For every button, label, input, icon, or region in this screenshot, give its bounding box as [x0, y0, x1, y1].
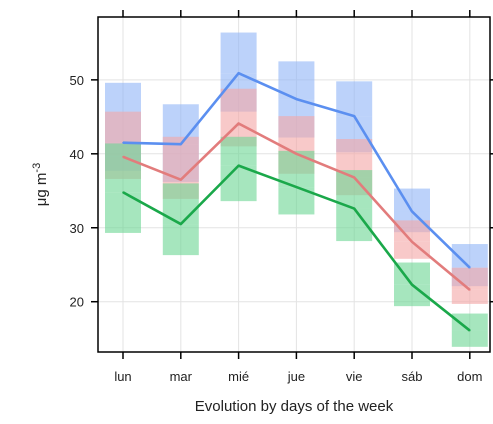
- plot-frame: [97, 16, 491, 353]
- data-point: [469, 266, 471, 269]
- x-axis-title: Evolution by days of the week: [195, 398, 394, 415]
- y-axis-title: μg m-3: [31, 163, 50, 206]
- y-tick-label: 20: [70, 295, 84, 310]
- y-tick-label: 40: [70, 147, 84, 162]
- band-upper: [105, 143, 141, 193]
- band-lower: [394, 284, 430, 307]
- data-point: [469, 329, 471, 332]
- band-upper: [336, 81, 373, 117]
- x-tick-labels: lun mar mié jue vie sáb dom: [114, 369, 482, 384]
- band-lower: [394, 241, 430, 259]
- band-upper: [451, 313, 488, 331]
- x-tick-label: sáb: [402, 369, 423, 384]
- data-point: [237, 122, 240, 125]
- band-upper: [220, 32, 257, 74]
- data-point: [411, 283, 413, 286]
- data-point: [411, 241, 413, 243]
- x-tick-label: mar: [170, 369, 193, 384]
- band-upper: [278, 150, 315, 188]
- data-point: [353, 176, 356, 179]
- data-point: [295, 186, 298, 188]
- confidence-bands: [105, 32, 488, 347]
- data-point: [295, 98, 298, 100]
- band-upper: [220, 136, 257, 166]
- data-point: [353, 207, 356, 210]
- y-tick-labels: 20 30 40 50: [70, 73, 84, 310]
- data-point: [353, 115, 356, 117]
- series-lines: [122, 71, 471, 332]
- data-point: [411, 210, 413, 213]
- y-tick-label: 30: [70, 221, 84, 236]
- x-tick-label: lun: [114, 369, 131, 384]
- band-upper: [451, 244, 488, 268]
- data-point: [295, 153, 298, 155]
- data-point: [122, 141, 124, 144]
- band-lower: [451, 330, 488, 347]
- data-point: [122, 191, 124, 194]
- y-tick-label: 50: [70, 73, 84, 88]
- data-point: [237, 72, 240, 75]
- x-tick-label: mié: [228, 369, 249, 384]
- x-tick-label: dom: [457, 369, 482, 384]
- x-tick-label: vie: [346, 369, 363, 384]
- y-axis-title-superscript: -3: [31, 163, 43, 173]
- band-upper: [394, 262, 430, 285]
- data-point: [180, 143, 182, 145]
- x-tick-label: jue: [287, 369, 305, 384]
- data-point: [469, 289, 471, 291]
- data-point: [237, 164, 240, 167]
- band-lower: [162, 224, 199, 256]
- band-lower: [451, 289, 488, 304]
- band-lower: [220, 165, 257, 202]
- band-upper: [394, 220, 430, 242]
- y-axis-title-base: μg m: [33, 173, 50, 207]
- data-point: [122, 155, 124, 158]
- band-upper: [220, 88, 257, 124]
- data-point: [180, 178, 182, 181]
- band-upper: [451, 267, 488, 290]
- data-point: [180, 223, 182, 225]
